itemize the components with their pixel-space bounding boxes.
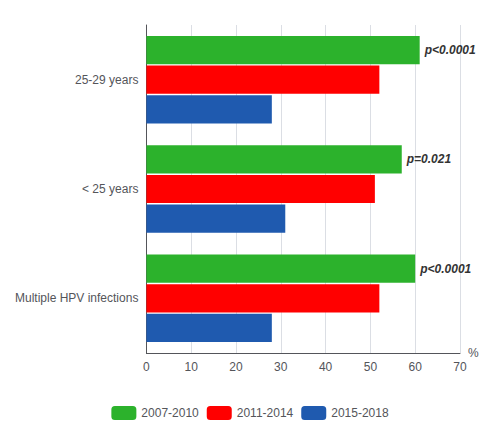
svg-text:< 25 years: < 25 years	[82, 182, 138, 196]
svg-text:60: 60	[409, 360, 423, 374]
svg-text:25-29 years: 25-29 years	[75, 73, 138, 87]
svg-text:70: 70	[453, 360, 467, 374]
svg-text:p<0.0001: p<0.0001	[419, 262, 471, 276]
svg-text:10: 10	[185, 360, 199, 374]
svg-text:20: 20	[229, 360, 243, 374]
svg-text:2007-2010: 2007-2010	[141, 406, 199, 420]
svg-text:2011-2014: 2011-2014	[237, 406, 294, 420]
svg-text:2015-2018: 2015-2018	[331, 406, 389, 420]
svg-text:40: 40	[319, 360, 333, 374]
svg-text:%: %	[468, 346, 479, 360]
svg-text:50: 50	[364, 360, 378, 374]
svg-text:p=0.021: p=0.021	[406, 152, 452, 166]
svg-text:Multiple HPV infections: Multiple HPV infections	[15, 291, 138, 305]
svg-text:p<0.0001: p<0.0001	[424, 43, 476, 57]
svg-text:0: 0	[143, 360, 150, 374]
svg-text:30: 30	[274, 360, 288, 374]
